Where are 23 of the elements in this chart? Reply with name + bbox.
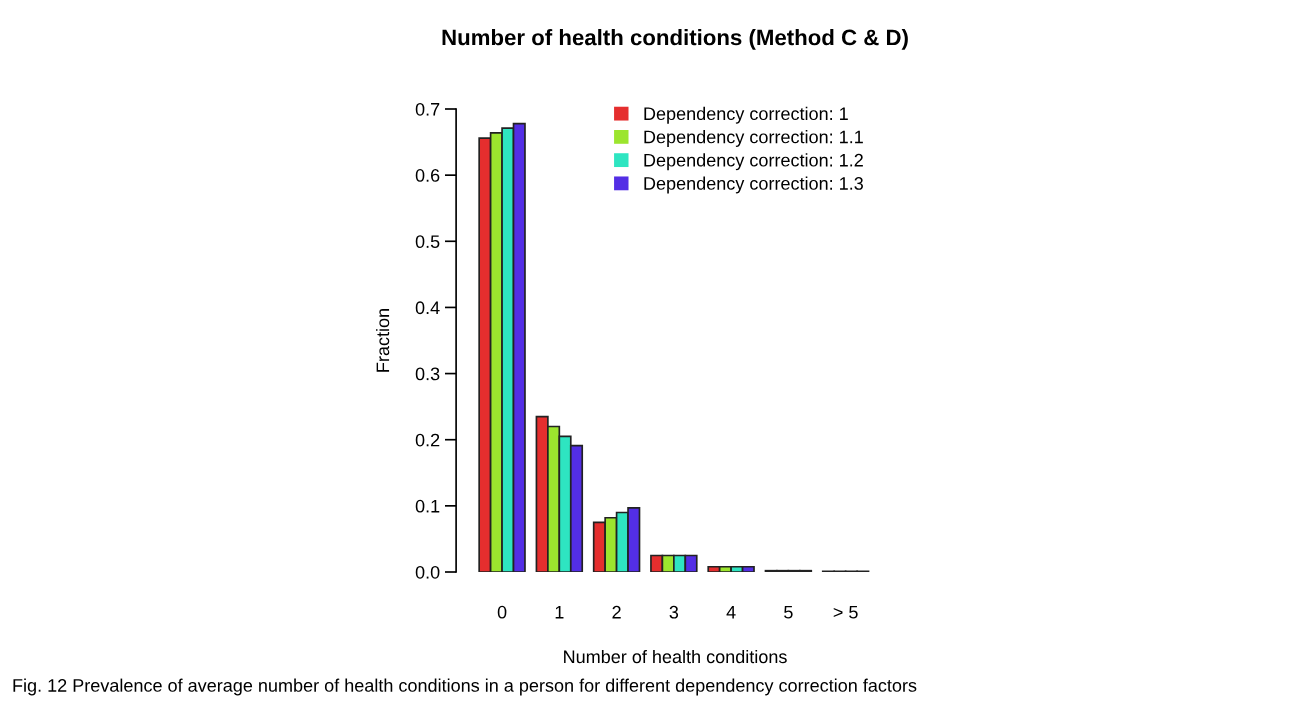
x-tick-label: 1: [555, 606, 564, 619]
x-tick-label: 5: [784, 606, 793, 619]
x-tick-label: 0: [497, 605, 507, 619]
y-tick-label: 0.3: [415, 367, 440, 381]
x-tick-label: 2: [612, 605, 621, 619]
x-tick-label: 3: [669, 605, 679, 619]
caption: Fig. 12 Prevalence of average number of health conditions in a person for different dependency correction factors: [13, 678, 917, 696]
y-tick-label: 0.6: [415, 169, 440, 182]
x-axis-title: Number of health conditions: [564, 649, 787, 664]
y-tick-label: 0.2: [415, 433, 440, 447]
y-axis-title: Fraction: [375, 309, 390, 372]
y-tick-label: 0.0: [415, 565, 440, 579]
chart-title: Number of health conditions (Method C & D): [442, 29, 908, 50]
y-tick-label: 0.1: [415, 499, 440, 513]
y-tick-label: 0.5: [415, 235, 440, 249]
x-tick-label: 4: [726, 606, 736, 619]
legend-label: Dependency correction: 1.2: [644, 153, 863, 171]
y-tick-label: 0.4: [415, 301, 440, 315]
y-tick-label: 0.7: [415, 102, 440, 116]
legend-label: Dependency correction: 1.1: [644, 130, 863, 147]
legend-label: Dependency correction: 1.3: [644, 176, 863, 194]
legend-label: Dependency correction: 1: [644, 106, 848, 124]
x-tick-label: > 5: [833, 606, 858, 619]
